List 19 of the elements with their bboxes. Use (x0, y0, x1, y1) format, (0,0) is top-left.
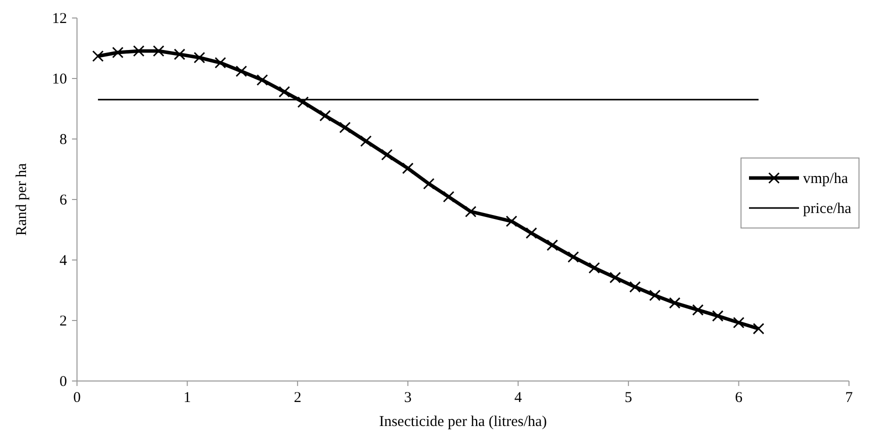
legend-label: price/ha (803, 201, 852, 217)
y-tick-label: 10 (52, 72, 67, 88)
x-tick-label: 7 (845, 390, 854, 406)
y-tick-label: 2 (60, 314, 67, 330)
legend-label: vmp/ha (803, 171, 848, 187)
y-axis-title: Rand per ha (14, 162, 30, 236)
x-tick-label: 2 (294, 390, 302, 406)
x-tick-label: 6 (734, 390, 743, 406)
x-tick-label: 4 (514, 390, 522, 406)
y-tick-label: 0 (60, 374, 67, 390)
x-tick-label: 5 (624, 390, 632, 406)
y-tick-label: 8 (60, 132, 67, 148)
x-tick-label: 1 (184, 390, 192, 406)
x-axis-title: Insecticide per ha (litres/ha) (379, 414, 547, 430)
y-tick-label: 6 (60, 192, 68, 208)
y-tick-label: 12 (52, 11, 67, 27)
x-tick-label: 0 (73, 390, 81, 406)
x-tick-label: 3 (404, 390, 412, 406)
y-tick-label: 4 (60, 253, 68, 269)
